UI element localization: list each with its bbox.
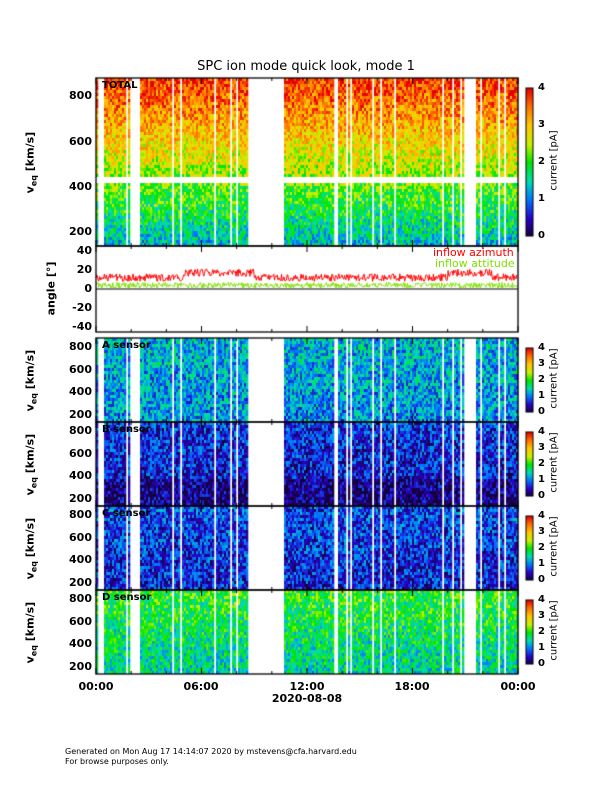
colorbar-tick: 3 — [538, 119, 545, 130]
panel-label: B sensor — [102, 424, 151, 435]
colorbar-label: current [pA] — [548, 348, 560, 409]
colorbar-tick: 1 — [538, 558, 545, 569]
colorbar-tick: 0 — [538, 574, 545, 585]
colorbar-tick: 2 — [538, 374, 545, 385]
x-tick-label: 00:00 — [78, 680, 114, 693]
colorbar-tick: 4 — [538, 342, 545, 353]
y-tick-label: 600 — [69, 362, 92, 376]
y-tick-label: 200 — [69, 408, 92, 422]
colorbar-tick: 0 — [538, 230, 545, 241]
y-tick-label: 200 — [69, 576, 92, 590]
y-tick-label: 400 — [69, 553, 92, 567]
y-tick-label: 600 — [69, 614, 92, 628]
x-axis-date: 2020-08-08 — [271, 692, 343, 705]
y-tick-label: 600 — [69, 134, 92, 148]
panel-label: C sensor — [102, 508, 151, 519]
y-tick-label: 400 — [69, 637, 92, 651]
colorbar-tick: 2 — [538, 156, 545, 167]
y-tick-label: 600 — [69, 530, 92, 544]
x-tick-label: 18:00 — [394, 680, 430, 693]
y-tick-label: 800 — [69, 340, 92, 354]
colorbar-tick: 2 — [538, 458, 545, 469]
y-tick-label: 200 — [69, 660, 92, 674]
y-tick-label: 400 — [69, 385, 92, 399]
x-tick-label: 06:00 — [183, 680, 219, 693]
y-axis-label: veq [km/s] — [23, 601, 39, 664]
y-tick-label: 800 — [69, 89, 92, 103]
colorbar-tick: 3 — [538, 526, 545, 537]
y-tick-label: 400 — [69, 469, 92, 483]
y-tick-label: 800 — [69, 424, 92, 438]
colorbar-tick: 1 — [538, 642, 545, 653]
chart-title: SPC ion mode quick look, mode 1 — [197, 59, 415, 74]
y-axis-label: angle [°] — [44, 261, 58, 316]
colorbar-tick: 2 — [538, 542, 545, 553]
colorbar-label: current [pA] — [548, 432, 560, 493]
x-tick-label: 00:00 — [500, 680, 536, 693]
colorbar-label: current [pA] — [548, 600, 560, 661]
x-tick-label: 12:00 — [289, 680, 325, 693]
colorbar-tick: 4 — [538, 426, 545, 437]
colorbar-tick: 4 — [538, 510, 545, 521]
colorbar-label: current [pA] — [548, 516, 560, 577]
y-tick-label: 200 — [69, 225, 92, 239]
legend-azimuth: inflow azimuth — [433, 246, 514, 259]
y-tick-label: 800 — [69, 508, 92, 522]
colorbar-tick: 0 — [538, 406, 545, 417]
colorbar-tick: 0 — [538, 490, 545, 501]
footer-generated: Generated on Mon Aug 17 14:14:07 2020 by… — [65, 747, 357, 756]
y-tick-label: -20 — [72, 301, 92, 315]
y-tick-label: 20 — [76, 262, 92, 276]
colorbar-tick: 1 — [538, 390, 545, 401]
y-tick-label: 40 — [76, 243, 92, 257]
y-tick-label: 200 — [69, 492, 92, 506]
y-tick-label: -40 — [72, 320, 92, 334]
y-tick-label: 400 — [69, 179, 92, 193]
y-tick-label: 0 — [84, 282, 92, 295]
colorbar-tick: 1 — [538, 474, 545, 485]
legend-attitude: inflow attitude — [435, 257, 515, 270]
y-tick-label: 800 — [69, 592, 92, 606]
colorbar-tick: 3 — [538, 610, 545, 621]
colorbar-tick: 2 — [538, 626, 545, 637]
colorbar-tick: 4 — [538, 82, 545, 93]
colorbar-tick: 1 — [538, 193, 545, 204]
colorbar-tick: 4 — [538, 594, 545, 605]
panel-label: TOTAL — [102, 80, 138, 91]
y-axis-label: veq [km/s] — [23, 131, 39, 194]
colorbar-tick: 3 — [538, 442, 545, 453]
colorbar-label: current [pA] — [548, 130, 560, 191]
footer-note: For browse purposes only. — [65, 757, 169, 766]
panel-label: A sensor — [102, 340, 151, 351]
y-tick-label: 600 — [69, 446, 92, 460]
panel-label: D sensor — [102, 592, 152, 603]
colorbar-tick: 0 — [538, 658, 545, 669]
colorbar-tick: 3 — [538, 358, 545, 369]
